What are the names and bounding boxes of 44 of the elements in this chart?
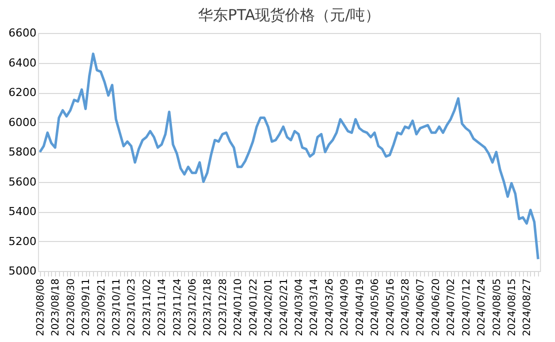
x-tick-label: 2024/03/04 bbox=[294, 278, 306, 336]
x-tick-label: 2023/12/18 bbox=[202, 278, 214, 336]
x-tick-label: 2023/12/06 bbox=[188, 278, 199, 336]
x-tick-label: 2023/11/24 bbox=[172, 278, 184, 336]
x-tick-label: 2023/08/30 bbox=[66, 278, 77, 336]
x-tick-label: 2023/09/11 bbox=[81, 278, 92, 336]
x-tick-label: 2024/07/02 bbox=[446, 278, 458, 336]
x-tick-label: 2024/03/26 bbox=[324, 278, 336, 336]
y-tick-label: 6400 bbox=[8, 56, 36, 70]
x-tick-label: 2024/03/14 bbox=[309, 278, 320, 336]
x-tick-label: 2024/06/20 bbox=[430, 278, 442, 336]
x-tick-label: 2023/09/21 bbox=[96, 278, 108, 336]
x-tick-label: 2024/01/22 bbox=[248, 278, 260, 336]
x-tick-label: 2024/05/28 bbox=[400, 278, 412, 336]
x-tick-label: 2024/04/19 bbox=[354, 278, 366, 336]
x-tick-label: 2024/08/27 bbox=[522, 278, 534, 336]
x-tick-label: 2023/08/08 bbox=[35, 278, 46, 336]
y-tick-label: 6600 bbox=[8, 26, 36, 40]
x-tick-label: 2023/11/14 bbox=[157, 278, 168, 336]
x-tick-label: 2024/05/16 bbox=[385, 278, 396, 336]
x-tick-label: 2024/07/24 bbox=[476, 278, 488, 336]
x-tick-label: 2023/10/11 bbox=[111, 278, 122, 336]
y-tick-label: 5200 bbox=[8, 234, 36, 248]
x-tick-label: 2024/07/12 bbox=[461, 278, 472, 336]
x-tick-label: 2023/08/18 bbox=[50, 278, 62, 336]
y-tick-label: 6000 bbox=[8, 116, 36, 129]
x-tick-label: 2024/08/05 bbox=[492, 278, 503, 336]
x-tick-label: 2024/02/21 bbox=[278, 278, 290, 336]
x-tick-label: 2023/11/02 bbox=[142, 278, 153, 336]
line-series bbox=[38, 52, 540, 260]
x-tick-label: 2023/12/28 bbox=[218, 278, 229, 336]
x-tick-label: 2024/05/06 bbox=[370, 278, 382, 336]
x-tick-label: 2024/02/01 bbox=[264, 278, 275, 336]
x-tick-label: 2024/04/09 bbox=[340, 278, 351, 336]
y-tick-label: 5400 bbox=[8, 205, 36, 218]
y-tick-label: 5000 bbox=[8, 264, 36, 278]
y-tick-label: 5600 bbox=[8, 175, 36, 188]
y-tick-label: 6200 bbox=[8, 86, 36, 99]
x-tick-label: 2024/06/07 bbox=[416, 278, 427, 336]
x-tick-label: 2024/01/10 bbox=[233, 278, 244, 336]
x-tick-label: 2024/08/15 bbox=[506, 278, 518, 336]
y-tick-label: 5800 bbox=[8, 146, 36, 158]
chart-title: 华东PTA现货价格（元/吨） bbox=[198, 6, 380, 24]
x-tick-label: 2023/10/23 bbox=[126, 278, 138, 336]
